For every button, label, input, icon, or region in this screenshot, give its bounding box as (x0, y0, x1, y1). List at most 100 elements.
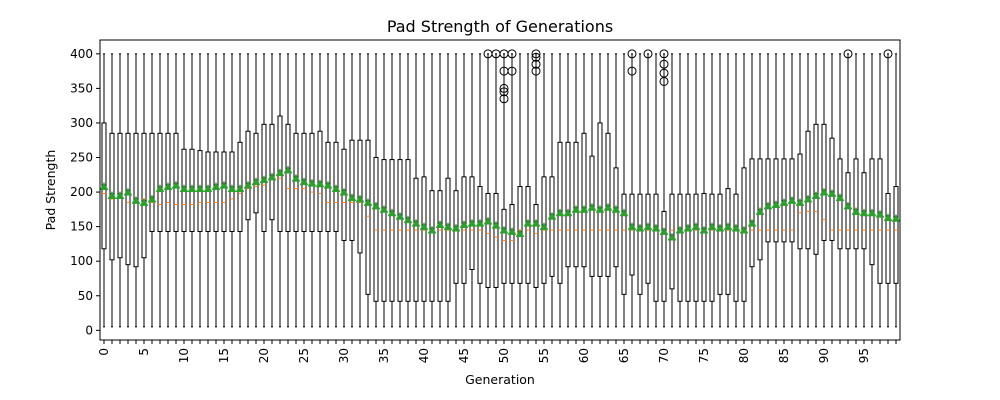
mean-marker (475, 218, 485, 227)
flier (883, 49, 893, 59)
mean-marker (843, 201, 853, 210)
mean-marker (547, 211, 557, 220)
flier (531, 49, 541, 59)
flier (507, 66, 517, 76)
box (549, 176, 555, 277)
mean-marker (275, 168, 285, 177)
box (221, 151, 227, 232)
y-axis: 0 50 100 150 200 250 300 350 400 (70, 47, 100, 337)
mean-marker (435, 220, 445, 229)
mean-marker (427, 225, 437, 234)
mean-marker (307, 178, 317, 187)
mean-marker (571, 204, 581, 213)
mean-marker (507, 226, 517, 235)
box (373, 157, 379, 302)
mean-marker (755, 206, 765, 215)
mean-marker (139, 197, 149, 206)
box (861, 172, 867, 250)
mean-marker (187, 184, 197, 193)
box (653, 193, 659, 302)
mean-marker (803, 194, 813, 203)
mean-marker (779, 197, 789, 206)
mean-marker (299, 177, 309, 186)
y-tick-label: 350 (70, 81, 93, 95)
mean-marker (195, 184, 205, 193)
box (837, 158, 843, 250)
box (261, 123, 267, 232)
mean-marker (747, 218, 757, 227)
mean-marker (723, 222, 733, 231)
mean-marker (859, 208, 869, 217)
box (581, 132, 587, 268)
flier (531, 59, 541, 69)
mean-marker (107, 191, 117, 199)
box (493, 192, 499, 288)
mean-marker (603, 202, 613, 211)
mean-marker (291, 173, 301, 182)
box (645, 193, 651, 284)
mean-marker (227, 184, 237, 193)
box (141, 132, 147, 259)
x-tick-label: 65 (617, 348, 631, 363)
mean-marker (99, 182, 109, 190)
x-tick-label: 80 (737, 348, 751, 363)
mean-marker (579, 204, 589, 213)
mean-marker (819, 187, 829, 196)
mean-marker (683, 223, 693, 232)
chart-title: Pad Strength of Generations (387, 17, 613, 36)
mean-marker (451, 223, 461, 232)
mean-marker (395, 211, 405, 220)
mean-marker (323, 180, 333, 189)
x-tick-label: 5 (137, 348, 151, 356)
box (845, 172, 851, 250)
box (509, 204, 515, 284)
box (717, 193, 723, 295)
box (501, 208, 507, 284)
box (365, 139, 371, 295)
x-tick-label: 15 (217, 348, 231, 363)
mean-marker (787, 195, 797, 204)
mean-marker (675, 225, 685, 234)
box (437, 190, 443, 302)
box (877, 158, 883, 284)
box (533, 204, 539, 288)
plot-frame (99, 39, 901, 341)
box (781, 158, 787, 243)
mean-marker (267, 172, 277, 181)
flier (507, 49, 517, 59)
box (525, 186, 531, 284)
mean-marker (235, 184, 245, 193)
box (413, 177, 419, 302)
x-tick-label: 30 (337, 348, 351, 363)
box (565, 141, 571, 268)
x-tick-label: 10 (177, 348, 191, 363)
box (237, 141, 243, 232)
flier (499, 94, 509, 104)
box (805, 130, 811, 250)
mean-marker (707, 222, 717, 231)
mean-marker (595, 204, 605, 213)
box (349, 139, 355, 241)
plot-area (99, 49, 901, 328)
x-tick-label: 40 (417, 348, 431, 363)
box (829, 137, 835, 241)
box (693, 193, 699, 302)
mean-marker (515, 229, 525, 237)
mean-marker (403, 215, 413, 224)
mean-marker (379, 204, 389, 213)
mean-marker (371, 201, 381, 210)
mean-marker (699, 225, 709, 234)
box (869, 158, 875, 266)
flier (843, 49, 853, 59)
box (613, 167, 619, 268)
box (813, 123, 819, 255)
box (701, 192, 707, 302)
mean-marker (123, 187, 133, 196)
mean-marker (467, 218, 477, 227)
flier (659, 76, 669, 86)
box (589, 155, 595, 277)
mean-marker (539, 222, 549, 231)
box (357, 139, 363, 254)
